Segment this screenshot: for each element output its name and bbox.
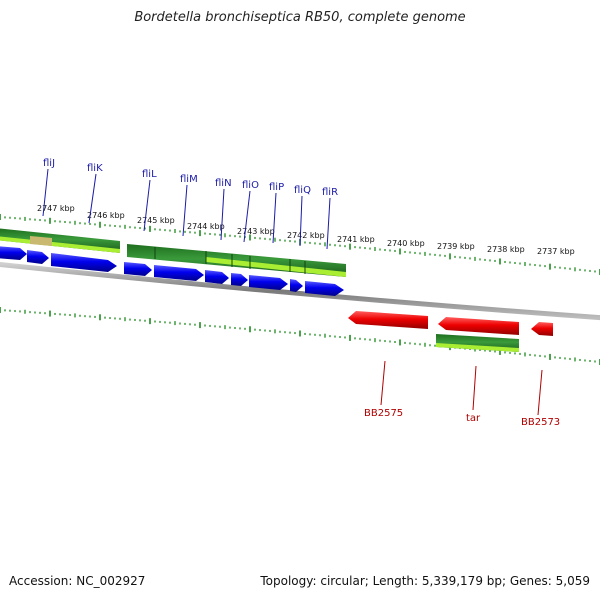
cds-arrow-forward	[27, 250, 49, 264]
gene-label-fliN: fliN	[215, 178, 232, 189]
ruler-label: 2740 kbp	[387, 239, 425, 248]
reverse-cds-track	[348, 311, 553, 336]
leader-line	[143, 179, 151, 232]
gene-label-fliO: fliO	[242, 180, 259, 191]
gene-label-fliP: fliP	[269, 182, 284, 193]
bottom-gene-labels: BB2575 tar BB2573	[364, 360, 560, 428]
ruler-label: 2747 kbp	[37, 204, 75, 213]
cds-arrow-forward	[249, 275, 288, 290]
gene-label-fliQ: fliQ	[294, 185, 311, 196]
cds-arrow-forward	[290, 279, 303, 292]
forward-cds-track	[0, 246, 344, 296]
ruler-upper-ticks	[0, 214, 600, 275]
top-gene-labels: fliJ fliK fliL fliM fliN fliO fliP fliQ …	[42, 158, 338, 250]
gene-label-fliL: fliL	[142, 169, 157, 180]
accession-text: Accession: NC_002927	[9, 574, 146, 588]
cds-arrow-forward	[231, 273, 248, 286]
cds-arrow-forward	[0, 246, 27, 260]
feature-block-pale	[30, 236, 52, 246]
leader-line	[243, 190, 251, 243]
gene-label-fliK: fliK	[87, 163, 103, 174]
ruler-label: 2737 kbp	[537, 247, 575, 256]
ruler-label: 2745 kbp	[137, 216, 175, 225]
leader-line	[42, 168, 49, 217]
gene-label-fliR: fliR	[322, 187, 338, 198]
ruler-label: 2738 kbp	[487, 245, 525, 254]
leader-line	[472, 365, 477, 411]
leader-line	[380, 360, 386, 406]
leader-line	[182, 184, 188, 237]
cds-arrow-forward	[154, 265, 204, 281]
leader-line	[220, 188, 225, 241]
leader-line	[326, 197, 331, 250]
genome-summary-text: Topology: circular; Length: 5,339,179 bp…	[260, 574, 590, 588]
gene-label-tar: tar	[466, 413, 481, 424]
genome-backbone	[0, 262, 600, 321]
cds-arrow-forward	[51, 253, 117, 272]
ruler-label: 2743 kbp	[237, 227, 275, 236]
feature-track-upper	[0, 228, 346, 277]
cds-arrow-reverse	[531, 322, 553, 336]
cds-arrow-forward	[205, 270, 229, 284]
gene-label-BB2575: BB2575	[364, 408, 403, 419]
cds-arrow-reverse	[438, 317, 519, 335]
gene-label-fliM: fliM	[180, 174, 198, 185]
leader-line	[299, 195, 303, 247]
ruler-label: 2746 kbp	[87, 211, 125, 220]
ruler-lower-ticks	[0, 307, 600, 365]
feature-block-light	[436, 343, 519, 352]
cds-arrow-forward	[305, 281, 344, 296]
gene-label-fliJ: fliJ	[43, 158, 55, 169]
ruler-label: 2739 kbp	[437, 242, 475, 251]
leader-line	[88, 173, 97, 224]
cds-arrow-forward	[124, 262, 152, 276]
ruler-label: 2742 kbp	[287, 231, 325, 240]
ruler-label: 2744 kbp	[187, 222, 225, 231]
leader-line	[537, 369, 543, 416]
feature-track-lower	[436, 334, 519, 352]
leader-line	[272, 192, 277, 244]
ruler-label: 2741 kbp	[337, 235, 375, 244]
cds-arrow-reverse	[348, 311, 428, 329]
feature-block-light	[206, 257, 346, 277]
ruler-labels: 2747 kbp 2746 kbp 2745 kbp 2744 kbp 2743…	[37, 204, 575, 256]
map-title: Bordetella bronchiseptica RB50, complete…	[134, 10, 466, 25]
gene-label-BB2573: BB2573	[521, 417, 560, 428]
